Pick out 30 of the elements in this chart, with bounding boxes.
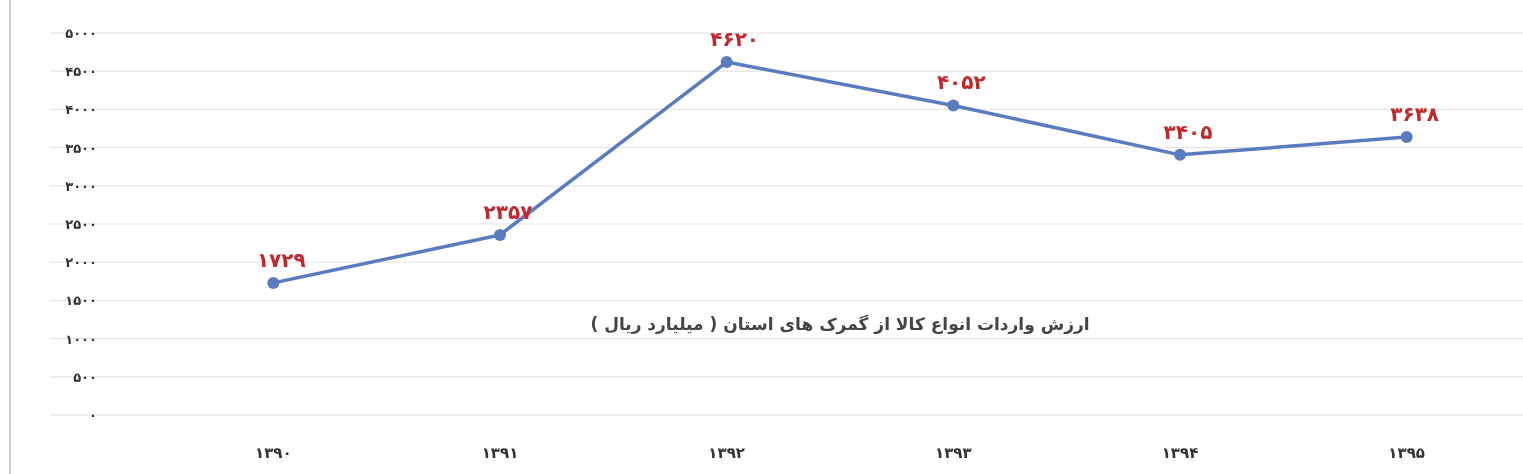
point [1400, 131, 1413, 144]
x-tick-label: ۱۳۹۲ [708, 444, 745, 462]
y-tick-label: ۵۰۰۰ [65, 26, 97, 41]
y-tick-label: ۵۰۰ [73, 369, 97, 385]
text: ارزش واردات انواع کالا از گمرک های استان ( میلیارد ریال ) [590, 314, 1090, 335]
x-tick-label: ۱۳۹۴ [1161, 444, 1199, 462]
point [494, 228, 506, 241]
x-tick-label: ۱۳۹۱ [481, 444, 519, 462]
point [720, 56, 733, 69]
point [947, 99, 960, 112]
x-tick-label: ۱۳۹۰ [255, 444, 292, 462]
data-label: ۳۶۳۸ [1390, 102, 1440, 127]
y-tick-label: ۳۵۰۰ [65, 140, 97, 156]
data-label: ۲۳۵۷ [483, 199, 533, 224]
y-tick-label: ۱۰۰۰ [65, 331, 97, 347]
y-tick-label: ۳۰۰۰ [65, 178, 97, 194]
data-label: ۴۰۵۲ [936, 70, 986, 95]
x-tick-label: ۱۳۹۵ [1388, 444, 1425, 462]
y-tick-label: ۲۰۰۰ [65, 255, 97, 271]
y-tick-label: ۲۵۰۰ [65, 217, 97, 232]
y-tick-label: ۰ [89, 408, 97, 423]
y-tick-label: ۱۵۰۰ [65, 293, 97, 309]
x-tick-label: ۱۳۹۳ [935, 444, 972, 462]
data-label: ۴۶۲۰ [710, 27, 760, 52]
y-tick-label: ۴۰۰۰ [65, 102, 97, 118]
y-tick-label: ۴۵۰۰ [65, 64, 97, 80]
data-label: ۱۷۲۹ [256, 247, 306, 272]
point [1174, 148, 1186, 161]
point [267, 276, 280, 289]
data-label: ۳۴۰۵ [1163, 119, 1213, 144]
